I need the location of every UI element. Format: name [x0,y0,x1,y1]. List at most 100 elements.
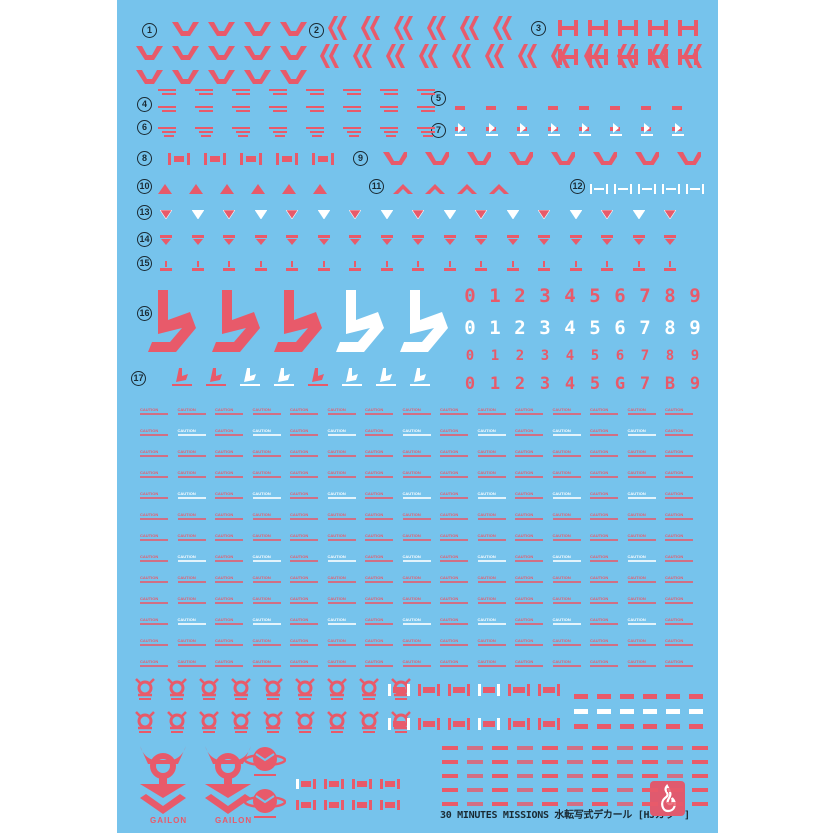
caution-label: CAUTION [327,470,346,475]
caution-decal: CAUTION [590,428,618,436]
digit-decal: 4 [564,317,576,339]
caution-decal: CAUTION [290,470,318,478]
small-decal [160,232,172,250]
caution-decal: CAUTION [515,554,543,562]
small-bar-decal [574,701,588,719]
white-h-decal [686,181,704,199]
chevron-decal [425,152,452,170]
caution-decal: CAUTION [177,491,206,499]
caution-label: CAUTION [552,554,571,559]
caution-label: CAUTION [365,470,384,475]
digit-decal: 2 [515,348,525,364]
caret-decal [393,181,413,199]
bar-decal [352,797,372,815]
small-text-decal [492,794,508,812]
caution-label: CAUTION [290,449,309,454]
caution-decal: CAUTION [252,617,281,625]
caution-decal: CAUTION [477,533,506,541]
caution-label: CAUTION [627,491,646,496]
caution-label: CAUTION [290,470,309,475]
caution-label: CAUTION [402,407,421,412]
caution-decal: CAUTION [552,470,581,478]
caution-label: CAUTION [252,470,271,475]
caution-decal: CAUTION [440,533,468,541]
caution-decal: CAUTION [552,407,581,415]
emblem-decal [262,710,284,739]
caution-decal: CAUTION [177,596,206,604]
small-text-decal [492,738,508,756]
caution-label: CAUTION [327,428,346,433]
bracket-decal [361,16,381,46]
caution-label: CAUTION [402,659,421,664]
caution-decal: CAUTION [440,428,468,436]
section-number-1: 1 [142,23,157,38]
caution-decal: CAUTION [440,449,468,457]
caution-label: CAUTION [290,491,309,496]
text-decal [380,83,400,101]
caution-decal: CAUTION [140,659,168,667]
dash-decal [641,97,651,115]
b-logo-decal [212,290,262,359]
sheet-footer-title: 30 MINUTES MISSIONS 水転写式デカール [HJカラー] [440,810,690,821]
emblem-decal [134,710,156,739]
chevron-decal [172,22,200,42]
caution-decal: CAUTION [477,596,506,604]
caution-label: CAUTION [402,512,421,517]
emblem-decal [198,677,220,706]
caution-label: CAUTION [552,596,571,601]
digit-decal: 2 [514,317,526,339]
caution-label: CAUTION [140,575,159,580]
bar-decal [240,152,262,170]
caution-label: CAUTION [290,596,309,601]
small-decal [412,258,424,276]
caution-label: CAUTION [327,449,346,454]
chevron-decal [136,46,164,66]
bar-decal [418,683,440,701]
digit-decal: 4 [564,374,576,394]
caution-decal: CAUTION [402,470,431,478]
small-decal [191,258,204,276]
h-bar-decal [558,20,578,41]
section-number-6: 6 [137,120,152,135]
caution-label: CAUTION [365,407,384,412]
h-bar-decal [618,49,638,70]
small-decal [505,206,520,224]
small-b-logo-decal [342,368,362,393]
caution-decal: CAUTION [515,596,543,604]
digit-decal: 3 [540,348,550,364]
h-bar-decal [678,49,698,70]
digit-decal: 0 [465,348,475,364]
small-bar-decal [620,701,634,719]
caution-decal: CAUTION [327,428,356,436]
caution-decal: CAUTION [252,470,281,478]
caution-decal: CAUTION [665,554,693,562]
caution-label: CAUTION [177,575,196,580]
caution-decal: CAUTION [665,533,693,541]
caution-decal: CAUTION [402,428,431,436]
text-decal [417,100,437,118]
chevron-decal [244,22,272,42]
caution-decal: CAUTION [365,491,393,499]
planet-emblem-decal [243,744,287,783]
caution-label: CAUTION [440,512,459,517]
caution-decal: CAUTION [627,512,656,520]
small-text-decal [617,794,633,812]
caution-label: CAUTION [177,512,196,517]
caution-decal: CAUTION [552,449,581,457]
bracket-decal [419,44,439,74]
small-text-decal [617,766,633,784]
caution-decal: CAUTION [252,596,281,604]
caution-decal: CAUTION [552,617,581,625]
gailon-emblem-decal [205,746,251,821]
chevron-decal [172,46,200,66]
caution-label: CAUTION [627,470,646,475]
caution-decal: CAUTION [515,512,543,520]
caution-decal: CAUTION [327,596,356,604]
emblem-decal [230,677,252,706]
caution-decal: CAUTION [477,617,506,625]
emblem-decal [326,710,348,739]
emblem-decal [294,710,316,739]
caution-decal: CAUTION [140,554,168,562]
caution-decal: CAUTION [627,554,656,562]
caution-decal: CAUTION [515,575,543,583]
